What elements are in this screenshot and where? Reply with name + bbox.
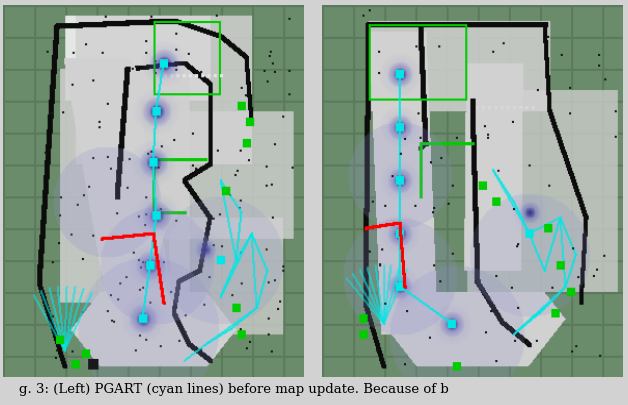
Text: g. 3: (Left) PGART (cyan lines) before map update. Because of b: g. 3: (Left) PGART (cyan lines) before m… — [19, 382, 448, 395]
